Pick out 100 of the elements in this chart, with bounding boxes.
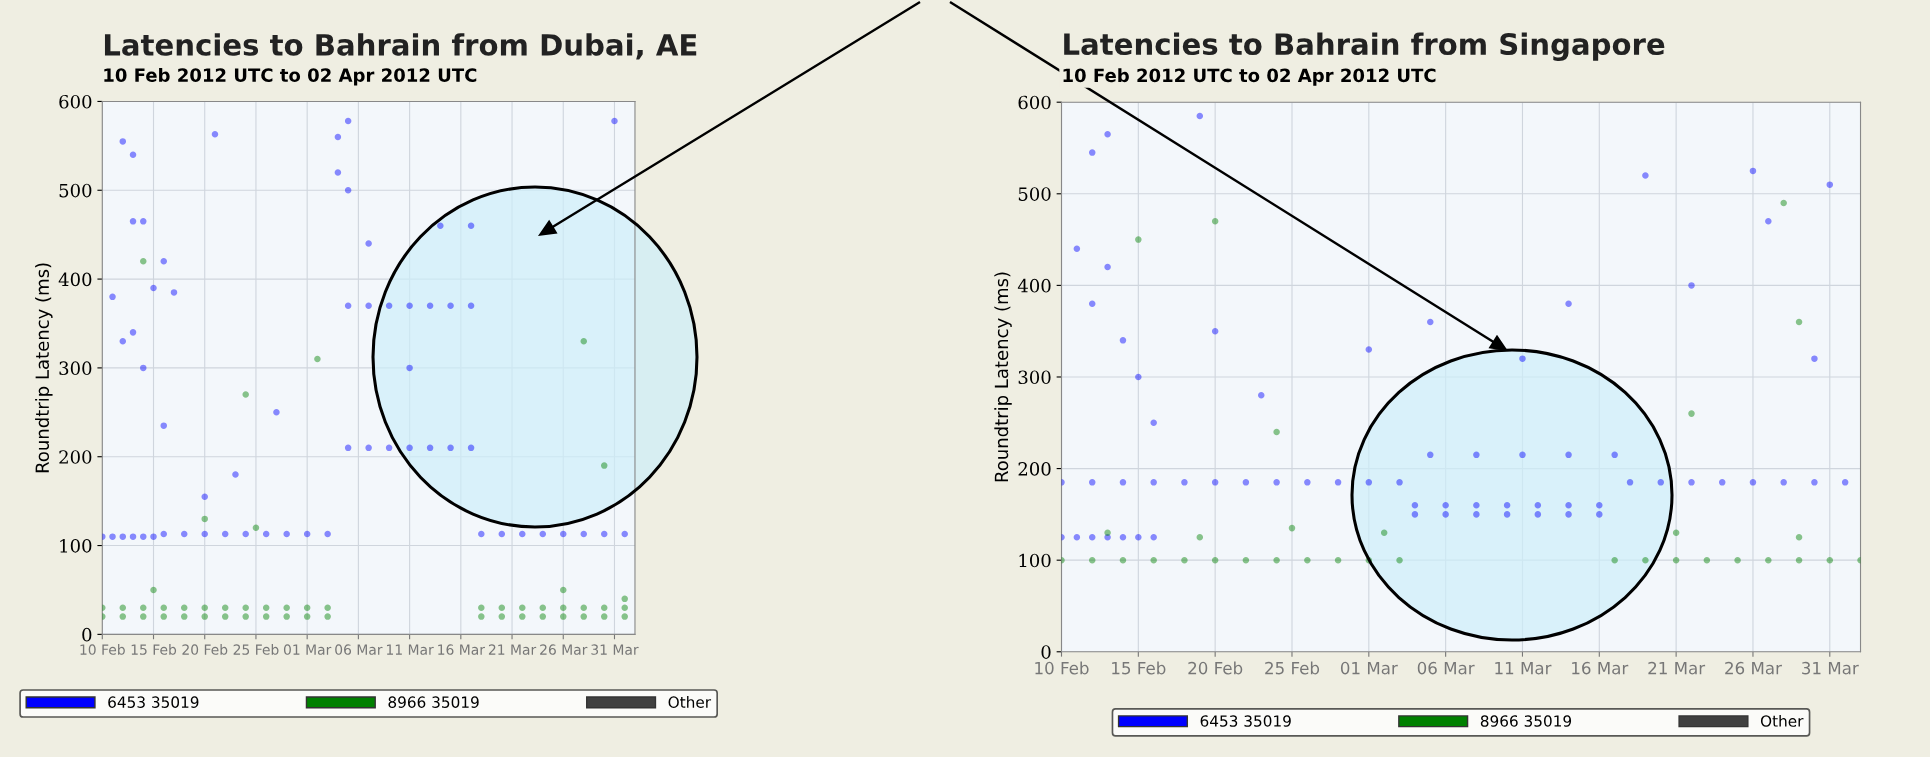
point (303, 604, 311, 611)
point (519, 613, 526, 620)
chart-subtitle: 10 Feb 2012 UTC to 02 Apr 2012 UTC (104, 67, 477, 86)
y-tick-label: 400 (1017, 278, 1051, 293)
x-tick-label: 11 Mar (386, 644, 434, 655)
x-tick-label: 20 Feb (182, 644, 228, 655)
point (221, 613, 229, 620)
point (150, 586, 157, 594)
y-tick-label: 100 (60, 539, 92, 553)
point (498, 604, 506, 611)
chart-title: Latencies to Bahrain from Dubai, AE (104, 33, 697, 60)
point (221, 604, 229, 611)
point (119, 604, 127, 611)
point (580, 604, 588, 611)
x-tick-label: 06 Mar (1417, 661, 1475, 675)
point (201, 613, 208, 620)
point (324, 604, 331, 611)
point (1611, 556, 1618, 564)
point (160, 604, 168, 611)
point (1181, 556, 1188, 564)
legend-label: 6453 35019 (108, 696, 199, 708)
x-tick-label: 26 Mar (540, 644, 588, 655)
point (252, 524, 260, 532)
point (1211, 218, 1219, 225)
x-tick-label: 10 Feb (80, 644, 125, 655)
point (621, 595, 628, 603)
legend-label: 6453 35019 (1200, 715, 1291, 727)
point (1273, 428, 1280, 436)
y-tick-label: 300 (1018, 370, 1051, 385)
point (600, 604, 608, 611)
y-tick-label: 200 (1018, 462, 1051, 476)
x-tick-label: 16 Mar (1572, 661, 1629, 675)
x-tick-label: 01 Mar (1340, 661, 1398, 675)
point (1242, 556, 1250, 564)
x-tick-label: 26 Mar (1725, 661, 1782, 675)
y-tick-label: 500 (1018, 187, 1051, 201)
point (1826, 556, 1834, 564)
point (560, 586, 567, 594)
point (539, 613, 547, 620)
point (1211, 556, 1219, 564)
point (478, 613, 485, 620)
y-axis-title: Roundtrip Latency (ms) (35, 263, 53, 473)
point (160, 613, 168, 620)
y-tick-label: 100 (1019, 553, 1051, 568)
point (1642, 556, 1649, 564)
point (119, 613, 127, 620)
point (1396, 556, 1403, 564)
x-tick-label: 31 Mar (591, 644, 639, 655)
point (201, 515, 208, 523)
point (180, 604, 188, 611)
point (1135, 236, 1142, 243)
point (1688, 410, 1695, 417)
x-tick-label: 16 Mar (438, 644, 485, 655)
y-tick-label: 600 (59, 94, 92, 109)
point (1380, 529, 1388, 536)
x-tick-label: 21 Mar (488, 644, 537, 655)
point (1795, 556, 1803, 564)
point (600, 613, 608, 620)
chart-subtitle: 10 Feb 2012 UTC to 02 Apr 2012 UTC (1063, 68, 1436, 86)
x-tick-label: 31 Mar (1802, 661, 1859, 675)
legend-label: 8966 35019 (388, 696, 479, 708)
point (478, 604, 485, 611)
point (1703, 556, 1711, 564)
x-tick-label: 01 Mar (283, 644, 332, 655)
point (314, 355, 321, 363)
y-tick-label: 0 (1041, 645, 1051, 659)
y-tick-label: 500 (59, 183, 92, 198)
y-tick-label: 400 (58, 272, 92, 287)
x-tick-label: 25 Feb (1265, 661, 1320, 675)
point (539, 604, 547, 611)
point (140, 258, 147, 265)
point (1196, 534, 1204, 541)
x-tick-label: 15 Feb (1112, 661, 1166, 675)
point (1734, 556, 1741, 564)
point (621, 604, 628, 611)
point (1088, 556, 1096, 564)
y-tick-label: 0 (82, 627, 92, 642)
point (262, 613, 270, 620)
point (1119, 556, 1127, 564)
legend-label: 8966 35019 (1480, 715, 1572, 727)
point (283, 604, 290, 611)
x-tick-label: 10 Feb (1035, 661, 1089, 675)
point (1104, 529, 1111, 536)
point (242, 613, 249, 620)
y-tick-label: 300 (59, 361, 92, 376)
point (560, 613, 567, 620)
point (140, 604, 147, 611)
point (1304, 556, 1311, 564)
point (283, 613, 290, 620)
point (621, 613, 628, 620)
x-tick-label: 06 Mar (335, 644, 383, 655)
point (324, 613, 331, 620)
y-axis-title: Roundtrip Latency (ms) (994, 272, 1012, 482)
point (1795, 318, 1803, 326)
y-tick-label: 600 (1018, 95, 1051, 110)
point (580, 338, 588, 345)
legend-label: Other (668, 696, 712, 708)
point (303, 613, 311, 620)
x-tick-label: 25 Feb (233, 644, 279, 655)
point (242, 604, 249, 611)
